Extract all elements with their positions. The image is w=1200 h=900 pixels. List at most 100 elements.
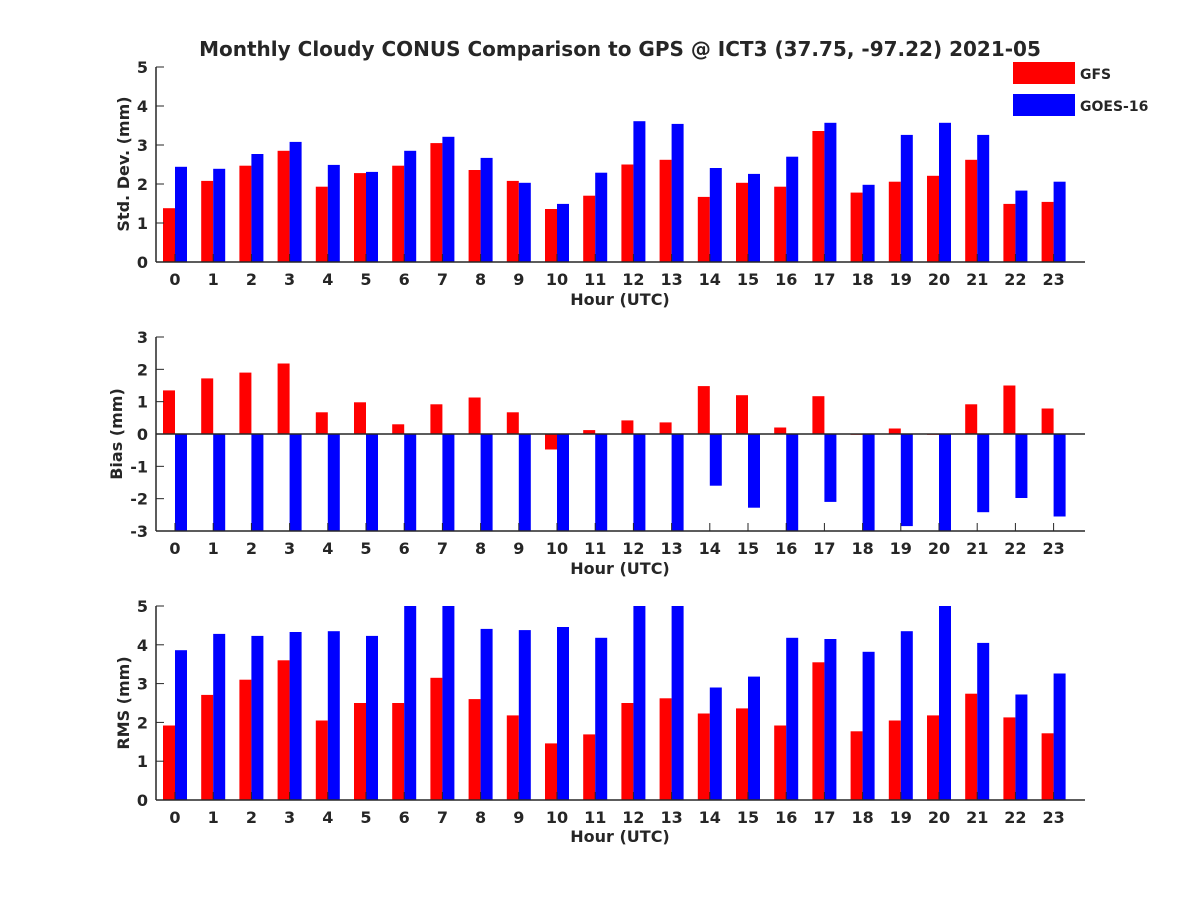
stddev-y-tick-label: 4 <box>137 97 148 116</box>
bias-x-tick-label: 3 <box>284 539 295 558</box>
stddev-x-tick-label: 19 <box>890 270 912 289</box>
rms-bar-goes16-3 <box>289 632 302 800</box>
stddev-bar-gfs-8 <box>468 170 481 262</box>
stddev-x-tick-label: 23 <box>1042 270 1064 289</box>
bias-x-tick-label: 21 <box>966 539 988 558</box>
stddev-bar-gfs-12 <box>621 164 634 262</box>
rms-x-tick-label: 21 <box>966 808 988 827</box>
stddev-bar-goes16-11 <box>595 172 608 262</box>
bias-bar-goes16-10 <box>557 434 569 531</box>
rms-bar-gfs-19 <box>888 720 901 800</box>
rms-bar-goes16-2 <box>251 635 264 800</box>
bias-x-tick-label: 22 <box>1004 539 1026 558</box>
rms-x-tick-label: 7 <box>437 808 448 827</box>
rms-bar-goes16-14 <box>709 687 722 800</box>
bias-x-tick-label: 13 <box>660 539 682 558</box>
bias-x-tick-label: 9 <box>513 539 524 558</box>
rms-bar-gfs-17 <box>812 662 825 800</box>
bias-bar-gfs-9 <box>506 412 519 434</box>
rms-bar-gfs-14 <box>697 713 710 800</box>
stddev-x-tick-label: 22 <box>1004 270 1026 289</box>
stddev-x-tick-label: 13 <box>660 270 682 289</box>
stddev-x-tick-label: 16 <box>775 270 797 289</box>
bias-bar-gfs-23 <box>1041 408 1054 434</box>
stddev-bar-gfs-5 <box>354 173 366 262</box>
rms-bar-goes16-9 <box>518 630 531 800</box>
stddev-bar-gfs-17 <box>812 131 825 262</box>
stddev-x-tick-label: 9 <box>513 270 524 289</box>
rms-bar-goes16-0 <box>175 650 187 800</box>
stddev-x-tick-label: 5 <box>360 270 371 289</box>
rms-x-tick-label: 12 <box>622 808 644 827</box>
bias-bar-gfs-21 <box>965 404 978 434</box>
bias-x-tick-label: 14 <box>699 539 721 558</box>
bias-bar-gfs-19 <box>888 428 901 434</box>
stddev-bar-goes16-8 <box>480 157 493 262</box>
stddev-bar-goes16-13 <box>671 123 684 263</box>
bias-bar-gfs-6 <box>392 424 405 434</box>
stddev-x-tick-label: 6 <box>399 270 410 289</box>
bias-y-tick-label: -2 <box>130 490 148 509</box>
bias-bar-goes16-16 <box>786 434 799 531</box>
bias-y-tick-label: -3 <box>130 522 148 541</box>
bias-x-tick-label: 16 <box>775 539 797 558</box>
rms-bar-goes16-11 <box>595 637 608 800</box>
bias-bar-goes16-11 <box>595 434 608 531</box>
stddev-x-tick-label: 15 <box>737 270 759 289</box>
bias-bar-goes16-7 <box>442 434 455 531</box>
stddev-x-tick-label: 4 <box>322 270 333 289</box>
bias-bar-goes16-20 <box>939 434 951 531</box>
rms-bar-goes16-20 <box>939 606 951 800</box>
stddev-bar-goes16-6 <box>404 150 417 262</box>
rms-bar-gfs-9 <box>506 715 519 800</box>
rms-x-tick-label: 0 <box>169 808 180 827</box>
bias-x-tick-label: 20 <box>928 539 950 558</box>
stddev-bar-goes16-17 <box>824 122 837 262</box>
bias-bar-gfs-16 <box>774 427 787 434</box>
rms-bar-gfs-12 <box>621 703 634 800</box>
stddev-bars <box>163 121 1066 263</box>
rms-bar-gfs-7 <box>430 677 443 800</box>
rms-bar-goes16-12 <box>633 606 646 800</box>
rms-x-tick-label: 22 <box>1004 808 1026 827</box>
stddev-bar-goes16-22 <box>1015 190 1028 262</box>
bias-x-tick-label: 11 <box>584 539 606 558</box>
rms-bar-gfs-21 <box>965 693 978 800</box>
legend-label-gfs: GFS <box>1080 67 1111 83</box>
legend-swatch-gfs <box>1013 62 1075 84</box>
stddev-x-tick-label: 18 <box>851 270 873 289</box>
rms-bar-gfs-0 <box>163 725 175 800</box>
rms-bar-goes16-8 <box>480 628 493 800</box>
bias-y-tick-label: 0 <box>137 425 148 444</box>
stddev-bar-gfs-3 <box>277 150 290 262</box>
bias-bar-gfs-15 <box>736 395 748 434</box>
rms-x-tick-label: 4 <box>322 808 333 827</box>
bias-bar-gfs-2 <box>239 372 252 434</box>
stddev-bar-goes16-2 <box>251 154 264 262</box>
stddev-bar-gfs-7 <box>430 143 443 262</box>
bias-x-tick-label: 4 <box>322 539 333 558</box>
stddev-y-tick-label: 0 <box>137 253 148 272</box>
rms-bar-gfs-1 <box>201 694 214 800</box>
bias-x-tick-label: 17 <box>813 539 835 558</box>
stddev-bar-goes16-7 <box>442 136 455 262</box>
bias-bar-gfs-11 <box>583 430 596 434</box>
stddev-y-tick-label: 1 <box>137 214 148 233</box>
rms-y-tick-label: 1 <box>137 752 148 771</box>
bias-bar-goes16-0 <box>175 434 187 531</box>
bias-x-tick-label: 6 <box>399 539 410 558</box>
rms-x-tick-label: 2 <box>246 808 257 827</box>
rms-x-tick-label: 19 <box>890 808 912 827</box>
rms-bar-gfs-22 <box>1003 717 1016 800</box>
stddev-y-tick-label: 2 <box>137 175 148 194</box>
rms-bar-goes16-23 <box>1053 673 1066 800</box>
stddev-bar-gfs-18 <box>850 192 863 262</box>
stddev-bar-goes16-20 <box>939 122 951 262</box>
rms-x-tick-label: 14 <box>699 808 721 827</box>
rms-y-tick-label: 0 <box>137 791 148 810</box>
figure-title: Monthly Cloudy CONUS Comparison to GPS @… <box>199 37 1041 61</box>
stddev-x-tick-label: 21 <box>966 270 988 289</box>
bias-bar-goes16-3 <box>289 434 302 531</box>
